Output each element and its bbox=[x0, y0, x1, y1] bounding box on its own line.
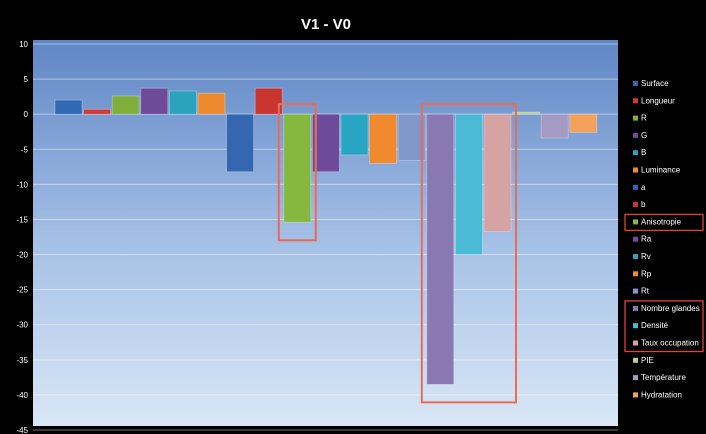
legend-label: Anisotropie bbox=[641, 217, 682, 226]
legend-label: Rp bbox=[641, 269, 652, 278]
bar-rt bbox=[397, 113, 426, 161]
legend-swatch bbox=[633, 150, 638, 156]
legend-label: Rt bbox=[641, 287, 650, 296]
highlight-box bbox=[277, 103, 317, 242]
legend-label: B bbox=[641, 148, 646, 157]
highlight-boxes bbox=[277, 103, 517, 404]
highlight-box bbox=[420, 103, 517, 404]
legend-label: Longueur bbox=[641, 96, 675, 105]
y-tick-label: -15 bbox=[16, 215, 28, 224]
legend: Surface Longueur RGB Luminance ab Anisotropie… bbox=[624, 79, 704, 399]
y-tick-label: -5 bbox=[21, 145, 29, 154]
legend-swatch bbox=[633, 288, 638, 294]
legend-swatch bbox=[633, 132, 638, 138]
y-tick-label: 5 bbox=[24, 75, 29, 84]
bars bbox=[54, 87, 598, 385]
y-tick-label: -20 bbox=[16, 251, 28, 260]
bar-r bbox=[111, 95, 140, 115]
y-tick-label: -45 bbox=[16, 426, 28, 434]
legend-label: Hydratation bbox=[641, 390, 682, 399]
legend-label: Luminance bbox=[641, 166, 681, 175]
bar-longueur bbox=[83, 108, 111, 115]
legend-swatch bbox=[633, 167, 638, 173]
legend-swatch bbox=[633, 357, 638, 363]
legend-swatch bbox=[633, 392, 638, 398]
y-tick-label: 0 bbox=[24, 110, 29, 119]
legend-swatch bbox=[633, 271, 638, 277]
y-axis: 10 5 0 -5 -10 -15 -20 -25 -30 -35 -40 -45 bbox=[16, 40, 28, 434]
legend-label: PIE bbox=[641, 356, 654, 365]
y-tick-label: -40 bbox=[16, 391, 28, 400]
bar-nombre-glandes bbox=[426, 113, 455, 385]
legend-label: Température bbox=[641, 373, 686, 382]
legend-swatch bbox=[633, 202, 638, 208]
y-tick-label: -35 bbox=[16, 356, 28, 365]
legend-swatch bbox=[633, 305, 638, 311]
bar-hydratation bbox=[569, 113, 598, 133]
legend-label: R bbox=[641, 114, 647, 123]
legend-label: G bbox=[641, 131, 647, 140]
bar-densit- bbox=[454, 113, 483, 255]
bar-anisotropie bbox=[283, 113, 312, 223]
legend-swatch bbox=[633, 81, 638, 86]
legend-swatch bbox=[633, 115, 638, 121]
legend-label: Nombre glandes bbox=[641, 304, 700, 313]
legend-label: b bbox=[641, 200, 646, 209]
legend-label: Densité bbox=[641, 321, 669, 330]
bar-temp-rature bbox=[540, 113, 569, 139]
legend-swatch bbox=[633, 236, 638, 242]
bar-g bbox=[140, 87, 169, 115]
legend-swatch bbox=[633, 254, 638, 259]
bar-rv bbox=[340, 113, 369, 156]
bar-b bbox=[168, 90, 197, 115]
legend-highlight-box bbox=[624, 213, 704, 232]
y-tick-label: -30 bbox=[16, 321, 28, 330]
legend-swatch bbox=[633, 98, 638, 104]
bar-surface bbox=[54, 99, 83, 115]
legend-label: Taux occupation bbox=[641, 339, 699, 348]
legend-swatch bbox=[633, 323, 638, 329]
legend-label: Ra bbox=[641, 235, 652, 244]
chart-title: V1 - V0 bbox=[301, 16, 351, 33]
gridlines bbox=[33, 43, 618, 431]
bar-luminance bbox=[197, 92, 226, 115]
bar-b bbox=[254, 87, 283, 115]
y-tick-label: -25 bbox=[16, 286, 28, 295]
legend-swatch bbox=[633, 184, 638, 190]
y-tick-label: -10 bbox=[16, 180, 28, 189]
bar-ra bbox=[311, 113, 340, 173]
legend-swatch bbox=[633, 375, 638, 381]
bar-a bbox=[226, 113, 255, 173]
bar-taux-occupation bbox=[483, 113, 512, 232]
y-tick-label: 10 bbox=[19, 40, 28, 49]
legend-label: Surface bbox=[641, 79, 669, 88]
legend-swatch bbox=[633, 340, 638, 346]
legend-label: a bbox=[641, 183, 646, 192]
bar-rp bbox=[369, 113, 398, 164]
legend-highlight-box bbox=[624, 300, 704, 353]
legend-label: Rv bbox=[641, 252, 651, 261]
legend-swatch bbox=[633, 219, 638, 225]
bar-pie bbox=[512, 111, 540, 115]
